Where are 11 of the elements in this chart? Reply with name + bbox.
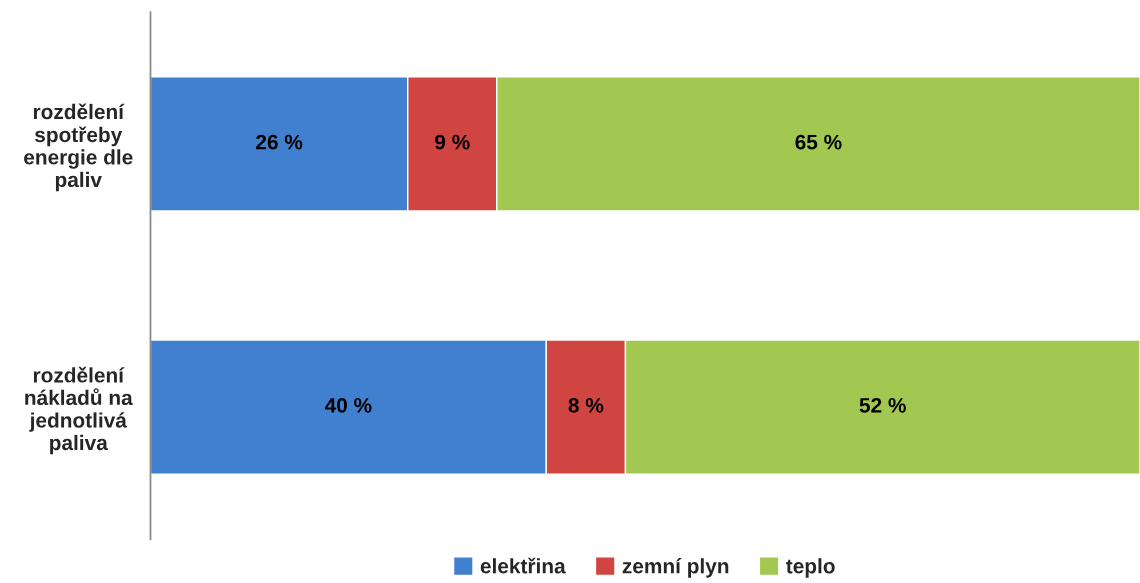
data-label: 52 % [859, 397, 906, 413]
legend-label: teplo [786, 558, 835, 578]
legend-label: elektřina [480, 557, 566, 574]
legend-label: zemní plyn [622, 558, 729, 578]
data-label: 65 % [795, 134, 842, 150]
y-tick-label: rozdělení spotřeby energie dle paliv [24, 103, 133, 192]
data-label: 9 % [435, 134, 470, 150]
data-label: 8 % [568, 397, 604, 413]
data-label: 26 % [256, 134, 303, 150]
data-label: 40 % [324, 397, 372, 413]
y-tick-label: rozdělení nákladů na jednotlivá paliva [25, 366, 133, 455]
